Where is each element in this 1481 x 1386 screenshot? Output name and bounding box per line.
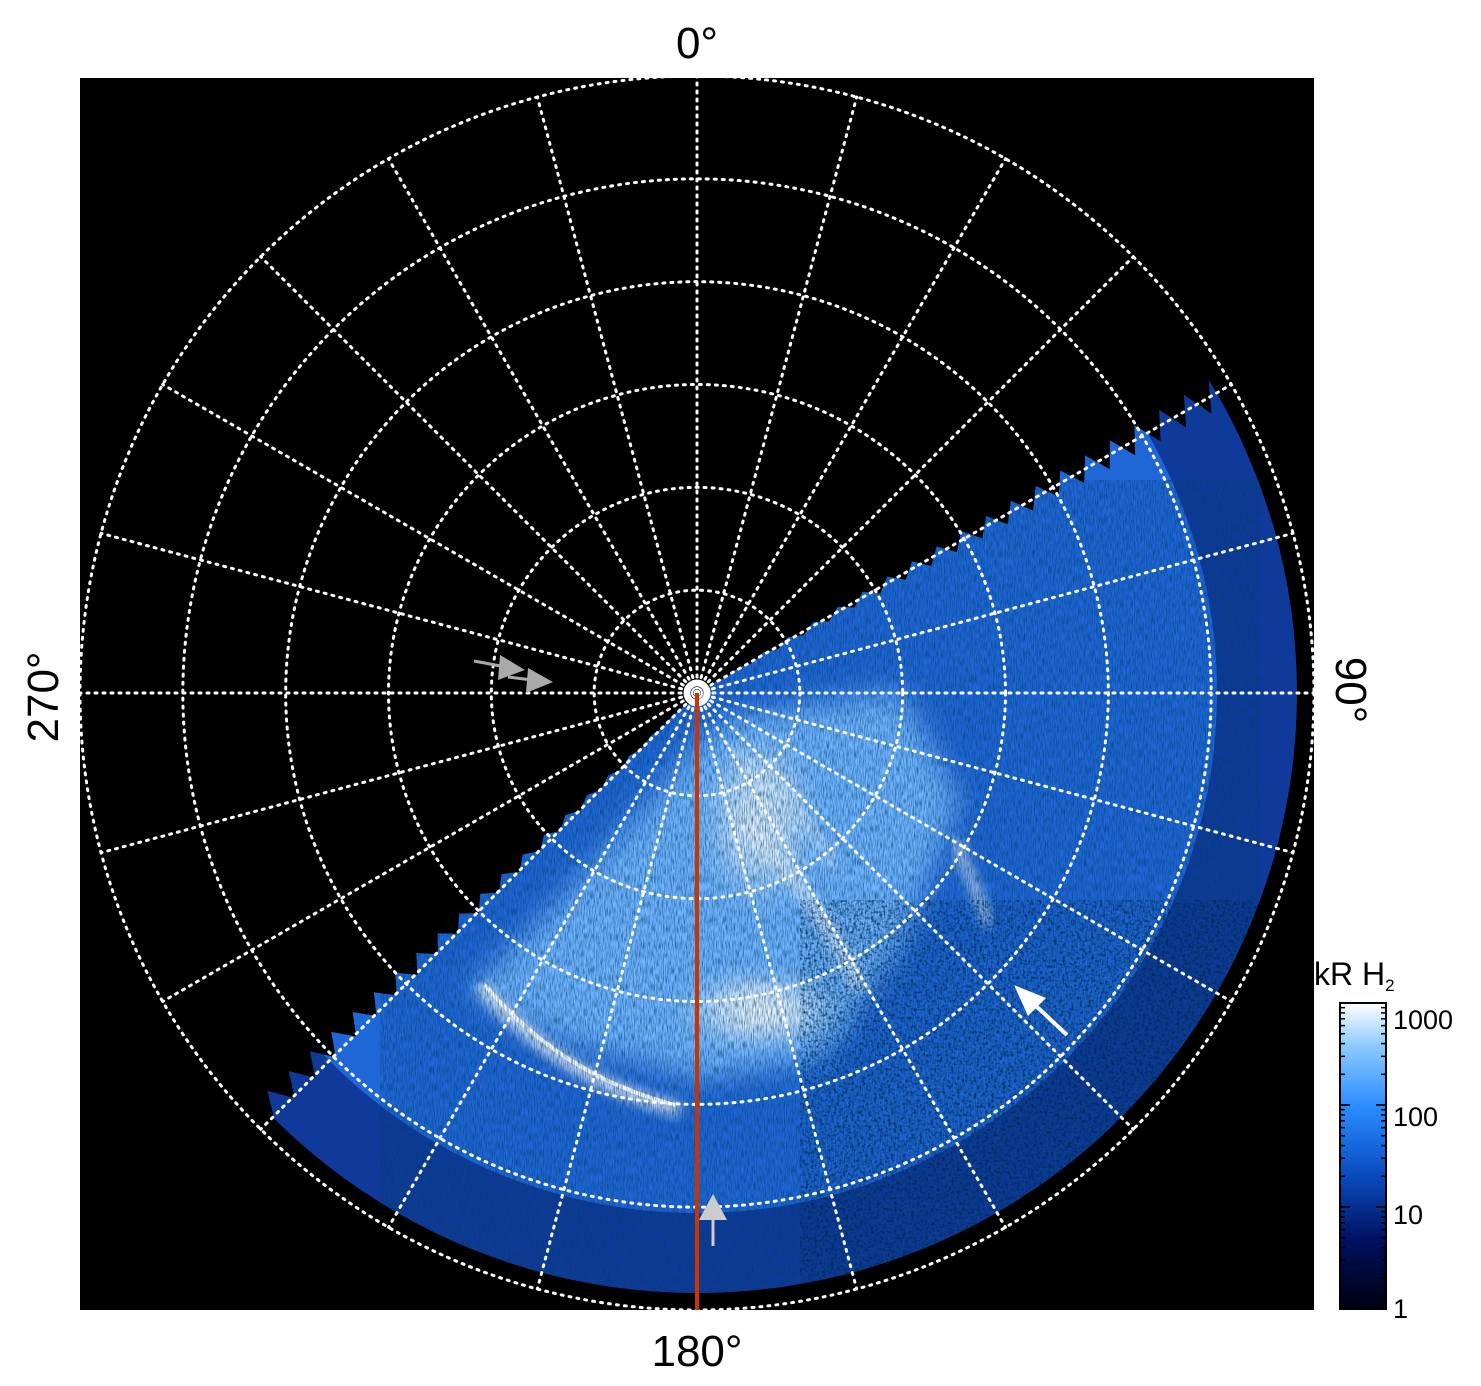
grey-arrow-left-1 (473, 655, 525, 680)
grid-spoke (695, 691, 1295, 855)
grid-spoke (695, 691, 859, 1291)
colorbar: kR H2 1000 100 10 1 (1314, 956, 1453, 1324)
grid-spoke (695, 255, 1135, 695)
label-bottom: 180° (651, 1327, 742, 1376)
colorbar-gradient (1339, 1002, 1387, 1310)
grid-spoke (535, 691, 699, 1291)
grid-spoke (695, 383, 1233, 695)
grid-spoke (387, 691, 699, 1229)
grid-spoke (535, 95, 699, 695)
white-arrow-right (1014, 985, 1069, 1037)
grid-spoke (695, 691, 1135, 1131)
grid-spoke (695, 691, 1007, 1229)
colorbar-tick-100: 100 (1393, 1102, 1438, 1132)
grid-spoke (695, 691, 1233, 1003)
label-left: 270° (19, 651, 68, 742)
grid-ring (387, 383, 1007, 1003)
colorbar-title-subscript: 2 (1385, 976, 1394, 995)
label-top: 0° (676, 19, 718, 68)
grid-spoke (695, 531, 1295, 695)
grid-spoke (99, 691, 699, 855)
colorbar-ticks (1340, 1002, 1386, 1310)
grid-spoke (161, 383, 699, 695)
grid-spoke (387, 157, 699, 695)
colorbar-title: kR H2 (1314, 956, 1395, 995)
grid-spoke (259, 691, 699, 1131)
grey-arrow-left-2 (507, 668, 553, 693)
colorbar-tick-1000: 1000 (1393, 1005, 1453, 1035)
label-right: 90° (1326, 657, 1375, 724)
grey-arrow-bottom (699, 1194, 727, 1246)
colorbar-tick-1: 1 (1393, 1294, 1408, 1324)
grid-spoke (161, 691, 699, 1003)
grid-spoke (695, 95, 859, 695)
colorbar-tick-10: 10 (1393, 1200, 1423, 1230)
grid-spoke (99, 531, 699, 695)
grid-spoke (259, 255, 699, 695)
grid-spoke (695, 157, 1007, 695)
